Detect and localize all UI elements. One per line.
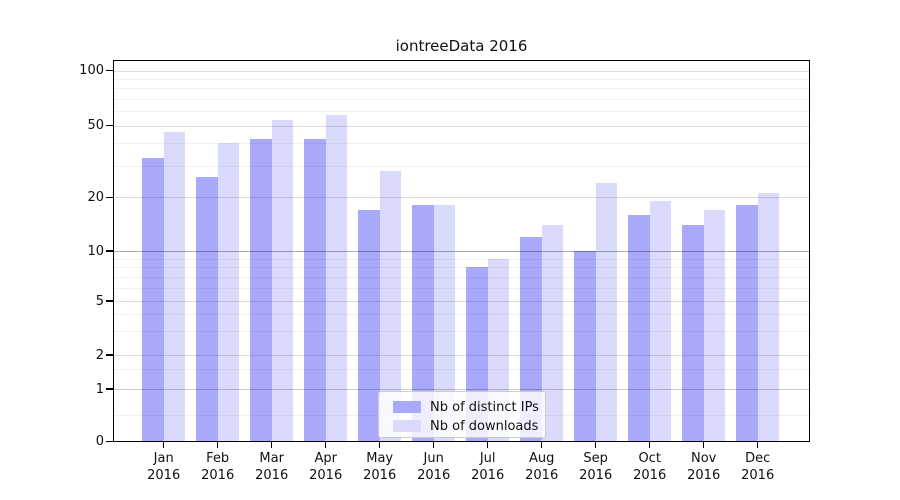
- legend: Nb of distinct IPs Nb of downloads: [378, 391, 546, 438]
- y-tick-mark-20: [106, 196, 113, 198]
- x-tick-label-apr: Apr 2016: [309, 451, 343, 483]
- x-tick-label-jun: Jun 2016: [417, 451, 451, 483]
- y-tick-label-5: 5: [95, 293, 104, 309]
- x-tick-mark-apr: [325, 442, 327, 448]
- x-tick-label-feb: Feb 2016: [201, 451, 235, 483]
- x-tick-mark-jul: [487, 442, 489, 448]
- legend-item-downloads: Nb of downloads: [387, 417, 539, 435]
- y-tick-mark-2: [106, 354, 113, 356]
- y-tick-mark-100: [106, 70, 113, 72]
- x-tick-label-jan: Jan 2016: [147, 451, 181, 483]
- x-tick-mark-mar: [271, 442, 273, 448]
- x-tick-label-may: May 2016: [363, 451, 397, 483]
- x-tick-label-jul: Jul 2016: [471, 451, 505, 483]
- x-tick-mark-feb: [217, 442, 219, 448]
- plot-area-border: [113, 60, 810, 442]
- legend-swatch-downloads-icon: [393, 420, 421, 432]
- x-tick-label-nov: Nov 2016: [687, 451, 721, 483]
- y-tick-label-2: 2: [95, 347, 104, 363]
- legend-item-distinct-ips: Nb of distinct IPs: [387, 398, 539, 416]
- x-tick-mark-sep: [595, 442, 597, 448]
- x-tick-mark-oct: [649, 442, 651, 448]
- y-tick-label-50: 50: [87, 118, 104, 134]
- y-tick-label-20: 20: [87, 189, 104, 205]
- y-tick-label-10: 10: [87, 243, 104, 259]
- x-tick-mark-aug: [541, 442, 543, 448]
- x-tick-mark-may: [379, 442, 381, 448]
- y-tick-mark-5: [106, 300, 113, 302]
- x-tick-mark-jan: [163, 442, 165, 448]
- x-tick-label-mar: Mar 2016: [255, 451, 289, 483]
- chart-title: iontreeData 2016: [395, 37, 528, 55]
- y-tick-label-100: 100: [79, 63, 104, 79]
- x-tick-label-dec: Dec 2016: [741, 451, 775, 483]
- legend-swatch-distinct-ips-icon: [393, 401, 421, 413]
- y-tick-mark-1: [106, 388, 113, 390]
- x-tick-label-aug: Aug 2016: [525, 451, 559, 483]
- y-tick-mark-50: [106, 125, 113, 127]
- x-tick-mark-jun: [433, 442, 435, 448]
- y-tick-label-0: 0: [95, 434, 104, 449]
- x-tick-label-sep: Sep 2016: [579, 451, 613, 483]
- y-tick-label-1: 1: [95, 381, 104, 397]
- y-tick-mark-10: [106, 250, 113, 252]
- y-tick-mark-0: [106, 440, 113, 443]
- x-tick-mark-nov: [703, 442, 705, 448]
- x-tick-label-oct: Oct 2016: [633, 451, 667, 483]
- x-tick-mark-dec: [757, 442, 759, 448]
- legend-label-distinct-ips: Nb of distinct IPs: [430, 399, 539, 415]
- legend-label-downloads: Nb of downloads: [430, 418, 539, 434]
